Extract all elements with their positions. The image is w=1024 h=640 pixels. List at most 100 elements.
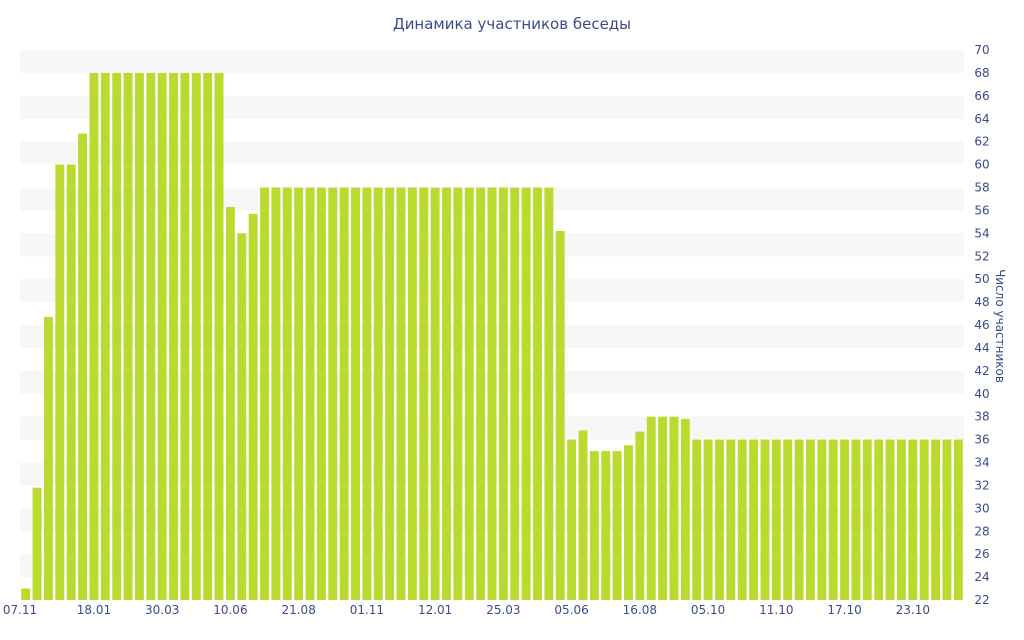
bar[interactable] (510, 187, 520, 601)
bar[interactable] (305, 187, 315, 601)
bar[interactable] (362, 187, 372, 601)
bar[interactable] (771, 439, 781, 600)
bar[interactable] (351, 187, 360, 601)
bar[interactable] (214, 72, 224, 601)
bar[interactable] (726, 439, 736, 600)
bar[interactable] (225, 206, 235, 601)
bar[interactable] (419, 187, 429, 601)
bar[interactable] (476, 187, 486, 601)
bar[interactable] (567, 439, 577, 600)
bar[interactable] (749, 439, 759, 600)
x-tick-label: 21.08 (281, 603, 315, 617)
x-tick-label: 25.03 (486, 603, 520, 617)
bar[interactable] (885, 439, 895, 600)
x-tick-label: 10.06 (213, 603, 247, 617)
bar[interactable] (601, 451, 611, 600)
bar[interactable] (385, 187, 395, 601)
y-tick-label: 48 (974, 295, 989, 309)
bar[interactable] (817, 439, 827, 600)
bar[interactable] (339, 187, 349, 601)
bar[interactable] (373, 187, 383, 601)
bar[interactable] (157, 72, 167, 601)
bar[interactable] (760, 439, 770, 600)
bar[interactable] (100, 72, 110, 601)
y-tick-label: 66 (974, 89, 989, 103)
bar[interactable] (453, 187, 463, 601)
bar[interactable] (578, 430, 588, 600)
bar[interactable] (430, 187, 440, 601)
bar[interactable] (794, 439, 804, 600)
bar[interactable] (635, 431, 645, 600)
bar[interactable] (396, 187, 406, 601)
grid-band (20, 50, 964, 73)
bar[interactable] (555, 231, 565, 601)
bar[interactable] (89, 72, 99, 601)
bar[interactable] (32, 487, 42, 600)
bar[interactable] (123, 72, 133, 601)
y-tick-label: 40 (974, 387, 989, 401)
bar[interactable] (692, 439, 702, 600)
x-tick-label: 23.10 (896, 603, 930, 617)
y-tick-label: 54 (974, 226, 989, 240)
bar[interactable] (66, 164, 76, 600)
bar[interactable] (783, 439, 793, 600)
bar[interactable] (169, 72, 178, 601)
bar[interactable] (316, 187, 326, 601)
bar[interactable] (942, 439, 952, 600)
bar[interactable] (544, 187, 554, 601)
bar[interactable] (271, 187, 281, 601)
bar[interactable] (498, 187, 508, 601)
bar[interactable] (260, 187, 269, 601)
bar[interactable] (953, 439, 963, 600)
bar[interactable] (521, 187, 531, 601)
bar[interactable] (646, 416, 656, 600)
bar[interactable] (908, 439, 918, 600)
bar[interactable] (737, 439, 747, 600)
bar[interactable] (851, 439, 861, 600)
bar[interactable] (669, 416, 679, 600)
x-tick-label: 30.03 (145, 603, 179, 617)
bar[interactable] (862, 439, 872, 600)
bar[interactable] (442, 187, 451, 601)
bar[interactable] (874, 439, 884, 600)
x-tick-label: 01.11 (350, 603, 384, 617)
bar[interactable] (112, 72, 122, 601)
bar[interactable] (624, 445, 633, 600)
bar[interactable] (407, 187, 417, 601)
bar[interactable] (840, 439, 850, 600)
x-tick-label: 18.01 (77, 603, 111, 617)
bar[interactable] (44, 316, 53, 600)
bar[interactable] (897, 439, 906, 600)
bar[interactable] (203, 72, 213, 601)
bar[interactable] (828, 439, 838, 600)
bar[interactable] (134, 72, 144, 601)
bar[interactable] (237, 233, 247, 600)
bar[interactable] (612, 451, 622, 600)
bar[interactable] (533, 187, 542, 601)
bar[interactable] (282, 187, 292, 601)
bar[interactable] (715, 439, 724, 600)
x-tick-label: 07.11 (3, 603, 37, 617)
bar[interactable] (658, 416, 668, 600)
bar[interactable] (21, 588, 31, 600)
bar[interactable] (294, 187, 304, 601)
bar[interactable] (248, 213, 258, 600)
bar[interactable] (55, 164, 65, 600)
bar[interactable] (931, 439, 940, 600)
bar[interactable] (680, 418, 690, 600)
bar[interactable] (328, 187, 338, 601)
bar[interactable] (806, 439, 815, 600)
y-tick-label: 36 (974, 433, 989, 447)
bar[interactable] (464, 187, 474, 601)
bar[interactable] (78, 133, 87, 600)
bar[interactable] (487, 187, 497, 601)
bar[interactable] (919, 439, 929, 600)
bar[interactable] (180, 72, 190, 601)
bar[interactable] (191, 72, 201, 601)
bar[interactable] (589, 451, 599, 600)
y-tick-label: 30 (974, 501, 989, 515)
bar[interactable] (146, 72, 156, 601)
y-tick-label: 68 (974, 66, 989, 80)
bar[interactable] (703, 439, 713, 600)
